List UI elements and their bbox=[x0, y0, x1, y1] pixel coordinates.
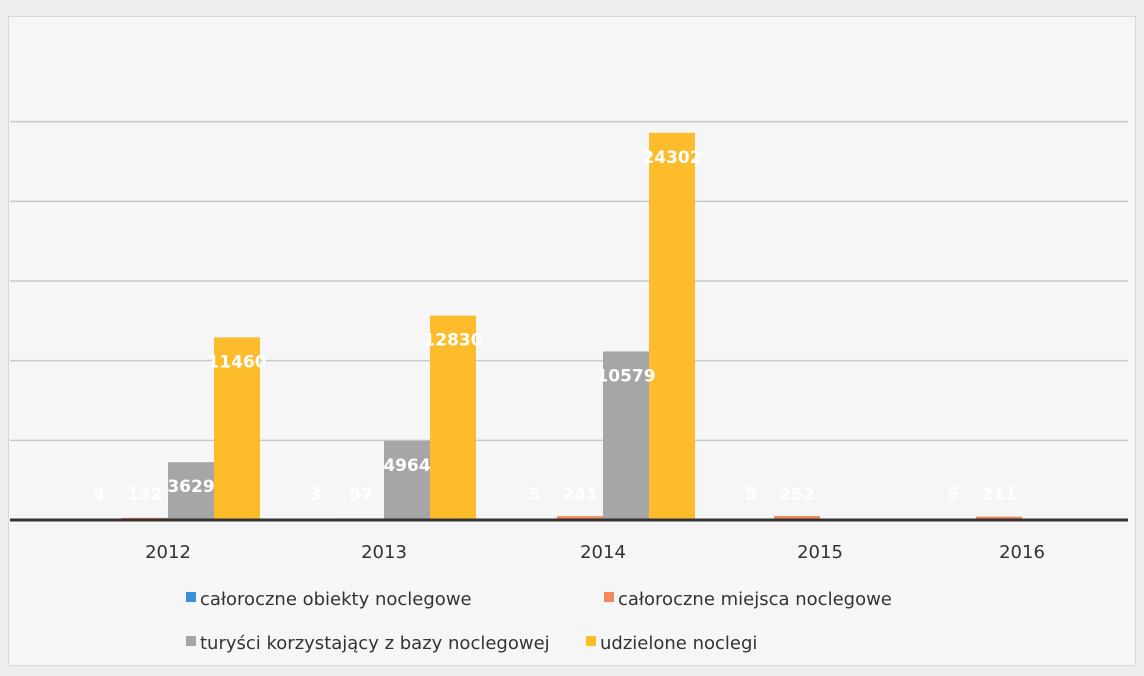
legend-label-1: całoroczne obiekty noclegowe bbox=[200, 589, 472, 610]
data-label-2014-series-4: 24302 bbox=[642, 148, 701, 168]
data-label-2013-series-4: 12830 bbox=[423, 331, 482, 351]
data-label-2013-series-1: 3 bbox=[309, 485, 321, 505]
bar-2013-series-4 bbox=[430, 315, 476, 520]
data-label-2016-series-2: 211 bbox=[981, 485, 1017, 505]
bar-2014-series-4 bbox=[649, 132, 695, 520]
data-label-2015-series-2: 252 bbox=[779, 485, 815, 505]
data-label-2014-series-3: 10579 bbox=[596, 366, 655, 386]
data-label-2015-series-1: 5 bbox=[745, 485, 757, 505]
legend: całoroczne obiekty noclegowe całoroczne m… bbox=[186, 589, 892, 654]
data-labels: 4 132 3629 11460 3 97 4964 12830 5 241 10579 24302 5… bbox=[93, 148, 1017, 505]
bar-2016-series-2 bbox=[976, 516, 1022, 520]
bar-2013-series-3 bbox=[384, 440, 430, 520]
legend-swatch-2 bbox=[604, 592, 614, 602]
legend-swatch-4 bbox=[586, 636, 596, 646]
data-label-2014-series-1: 5 bbox=[528, 485, 540, 505]
legend-label-2: całoroczne miejsca noclegowe bbox=[618, 589, 892, 610]
x-tick-2014: 2014 bbox=[580, 542, 626, 563]
x-tick-2016: 2016 bbox=[999, 542, 1045, 563]
bar-2014-series-2 bbox=[557, 516, 603, 520]
data-label-2012-series-1: 4 bbox=[93, 485, 105, 505]
x-tick-2013: 2013 bbox=[361, 542, 407, 563]
data-label-2012-series-2: 132 bbox=[127, 485, 163, 505]
data-label-2013-series-2: 97 bbox=[349, 485, 373, 505]
legend-swatch-1 bbox=[186, 592, 196, 602]
chart-frame bbox=[8, 16, 1136, 666]
legend-swatch-3 bbox=[186, 636, 196, 646]
data-label-2016-series-1: 5 bbox=[947, 485, 959, 505]
bars bbox=[76, 132, 1022, 520]
x-tick-2012: 2012 bbox=[145, 542, 191, 563]
bar-2012-series-3 bbox=[168, 462, 214, 520]
data-label-2013-series-3: 4964 bbox=[383, 456, 430, 476]
data-label-2012-series-3: 3629 bbox=[167, 477, 214, 497]
legend-label-4: udzielone noclegi bbox=[600, 633, 757, 654]
data-label-2012-series-4: 11460 bbox=[207, 352, 266, 372]
x-tick-2015: 2015 bbox=[797, 542, 843, 563]
bar-2012-series-4 bbox=[214, 337, 260, 520]
legend-label-3: turyści korzystający z bazy noclegowej bbox=[200, 633, 550, 654]
gridlines bbox=[10, 120, 1128, 442]
bar-2015-series-2 bbox=[774, 515, 820, 520]
data-label-2014-series-2: 241 bbox=[562, 485, 598, 505]
bar-2014-series-3 bbox=[603, 351, 649, 520]
x-tick-labels: 2012 2013 2014 2015 2016 bbox=[145, 542, 1045, 563]
